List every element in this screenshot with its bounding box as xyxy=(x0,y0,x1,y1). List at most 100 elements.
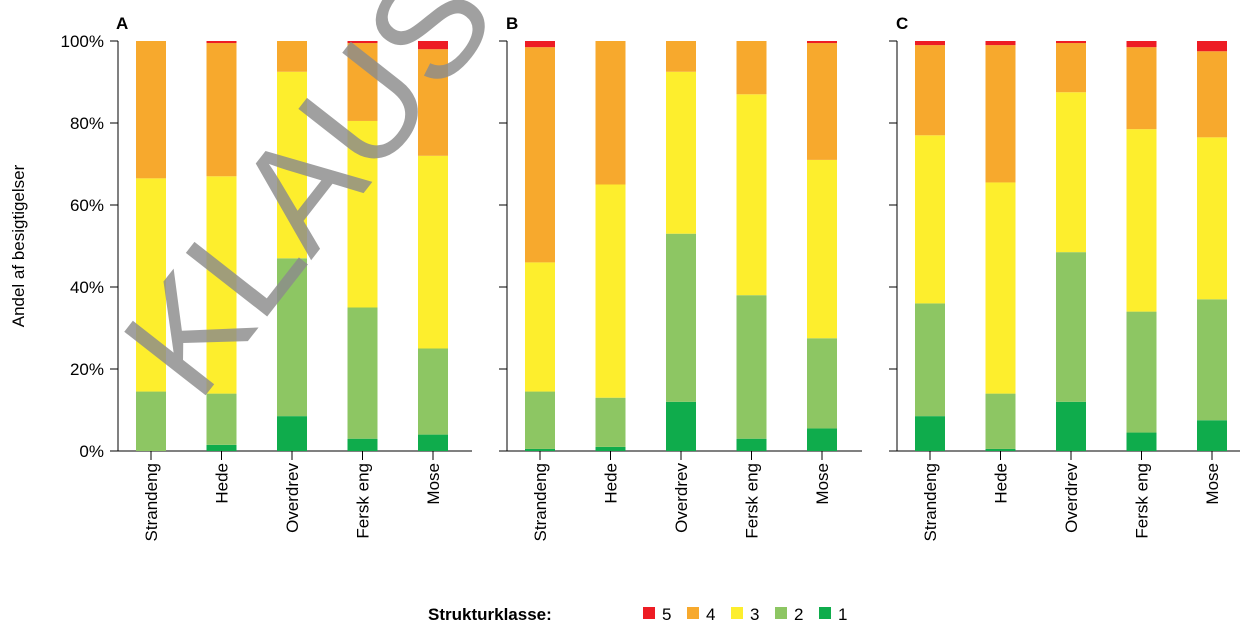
bar-a-1-class-5 xyxy=(206,41,237,44)
bar-c-2-class-5 xyxy=(1056,41,1086,44)
bar-a-3-class-1 xyxy=(347,438,378,451)
panel-c: C Strandeng Hede Overdrev Fersk eng Mose xyxy=(889,14,1240,541)
x-tick-label: Overdrev xyxy=(1062,463,1081,533)
bar-c-2-class-3 xyxy=(1056,92,1086,253)
legend-label-3: 3 xyxy=(750,605,759,624)
bar-c-4-class-1 xyxy=(1197,420,1227,451)
x-tick-label: Overdrev xyxy=(283,463,302,533)
bar-b-1-class-3 xyxy=(595,184,626,398)
panel-label: B xyxy=(506,14,518,33)
legend-label-5: 5 xyxy=(662,605,671,624)
bar-a-2-class-1 xyxy=(277,416,307,451)
bar-b-4-class-3 xyxy=(807,159,837,339)
bar-b-0-class-1 xyxy=(525,448,555,451)
bar-b-3-class-1 xyxy=(736,438,767,451)
bar-c-2-class-4 xyxy=(1056,43,1086,93)
x-tick-label: Strandeng xyxy=(921,463,940,541)
x-tick-label: Hede xyxy=(213,463,232,504)
panel-b: B Strandeng Hede Overdrev Fersk eng Mose xyxy=(499,14,862,541)
bar-b-2-class-1 xyxy=(666,401,696,451)
legend-swatch-2 xyxy=(775,607,787,619)
legend-swatch-5 xyxy=(643,607,655,619)
bar-b-4-class-2 xyxy=(807,338,837,429)
bar-c-1-class-1 xyxy=(985,448,1016,451)
bar-c-4-class-5 xyxy=(1197,41,1227,52)
bar-b-4-class-5 xyxy=(807,41,837,44)
bar-c-0-class-2 xyxy=(915,303,945,417)
bar-c-0-class-1 xyxy=(915,416,945,451)
bar-c-0-class-3 xyxy=(915,135,945,304)
bar-a-2-class-3 xyxy=(277,71,307,259)
bar-a-0-class-4 xyxy=(136,41,166,179)
y-tick-label: 100% xyxy=(61,32,104,51)
bar-c-4-class-3 xyxy=(1197,137,1227,300)
bar-a-1-class-2 xyxy=(206,393,237,445)
x-tick-label: Hede xyxy=(602,463,621,504)
bar-c-0-class-4 xyxy=(915,45,945,136)
bar-a-4-class-4 xyxy=(418,49,448,156)
legend: Strukturklasse: 5 4 3 2 1 xyxy=(428,605,847,624)
bar-b-2-class-2 xyxy=(666,233,696,402)
bar-a-3-class-4 xyxy=(347,43,378,121)
legend-label-1: 1 xyxy=(838,605,847,624)
bar-a-3-class-3 xyxy=(347,120,378,308)
bar-b-2-class-3 xyxy=(666,71,696,234)
y-tick-label: 60% xyxy=(70,196,104,215)
x-tick-label: Mose xyxy=(813,463,832,505)
bar-c-1-class-4 xyxy=(985,45,1016,183)
bar-a-3-class-2 xyxy=(347,307,378,439)
bar-a-1-class-3 xyxy=(206,176,237,394)
bar-b-0-class-4 xyxy=(525,47,555,263)
bar-c-1-class-5 xyxy=(985,41,1016,46)
bar-b-2-class-4 xyxy=(666,41,696,72)
legend-swatch-3 xyxy=(731,607,743,619)
bar-a-3-class-5 xyxy=(347,41,378,44)
bar-a-4-class-5 xyxy=(418,41,448,50)
bar-c-1-class-2 xyxy=(985,393,1016,449)
x-tick-label: Mose xyxy=(424,463,443,505)
y-tick-label: 40% xyxy=(70,278,104,297)
bar-c-3-class-3 xyxy=(1126,129,1157,312)
bar-b-0-class-5 xyxy=(525,41,555,48)
bar-c-3-class-1 xyxy=(1126,432,1157,451)
bar-c-4-class-2 xyxy=(1197,299,1227,421)
bar-a-2-class-2 xyxy=(277,258,307,417)
panel-label: C xyxy=(896,14,908,33)
x-tick-label: Fersk eng xyxy=(1133,463,1152,539)
bar-c-2-class-2 xyxy=(1056,252,1086,402)
y-tick-label: 0% xyxy=(79,442,104,461)
bar-c-1-class-3 xyxy=(985,182,1016,394)
bar-a-1-class-1 xyxy=(206,444,237,451)
bar-a-4-class-1 xyxy=(418,434,448,451)
y-axis-label: Andel af besigtigelser xyxy=(9,164,28,327)
legend-swatch-4 xyxy=(687,607,699,619)
bar-b-3-class-4 xyxy=(736,41,767,95)
bar-c-4-class-4 xyxy=(1197,51,1227,138)
legend-label-4: 4 xyxy=(706,605,715,624)
bar-c-3-class-4 xyxy=(1126,47,1157,130)
bar-b-0-class-2 xyxy=(525,391,555,449)
bar-a-1-class-4 xyxy=(206,43,237,177)
chart-panels: A 0% 20% 40% 60% 80% 100% Strandeng Hede Overdrev… xyxy=(61,14,1240,541)
bar-b-4-class-1 xyxy=(807,428,837,451)
x-tick-label: Strandeng xyxy=(531,463,550,541)
y-tick-label: 80% xyxy=(70,114,104,133)
bar-c-3-class-5 xyxy=(1126,41,1157,48)
y-tick-label: 20% xyxy=(70,360,104,379)
bar-b-3-class-2 xyxy=(736,295,767,439)
bar-b-4-class-4 xyxy=(807,43,837,160)
bar-c-0-class-5 xyxy=(915,41,945,46)
bar-b-0-class-3 xyxy=(525,262,555,392)
bar-b-3-class-3 xyxy=(736,94,767,296)
bar-b-1-class-4 xyxy=(595,41,626,185)
bar-a-4-class-3 xyxy=(418,155,448,349)
bar-b-1-class-1 xyxy=(595,446,626,451)
bar-a-0-class-2 xyxy=(136,391,166,451)
bar-c-3-class-2 xyxy=(1126,311,1157,433)
panel-a: A 0% 20% 40% 60% 80% 100% Strandeng Hede Overdrev… xyxy=(61,14,472,541)
x-tick-label: Hede xyxy=(992,463,1011,504)
bar-a-2-class-4 xyxy=(277,41,307,72)
bar-a-4-class-2 xyxy=(418,348,448,435)
x-tick-label: Strandeng xyxy=(142,463,161,541)
legend-label-2: 2 xyxy=(794,605,803,624)
